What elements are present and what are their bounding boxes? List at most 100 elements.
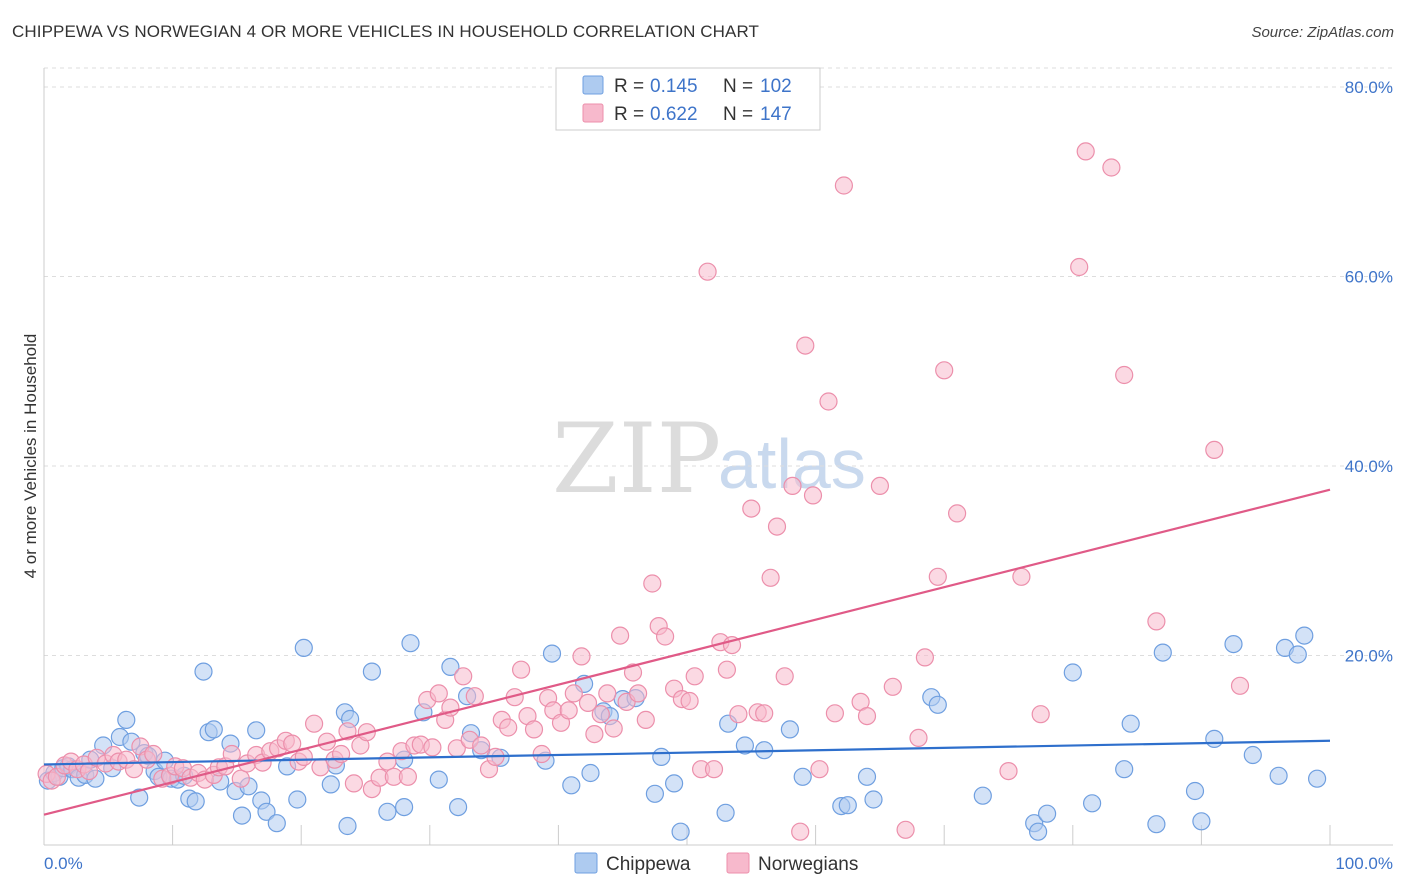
point-norwegians-61: [454, 667, 473, 686]
point-norwegians-136: [1205, 440, 1224, 459]
point-chippewa-81: [864, 790, 883, 809]
point-norwegians-38: [305, 714, 324, 733]
y-axis-title: 4 or more Vehicles in Household: [21, 334, 40, 579]
point-chippewa-13: [117, 710, 136, 730]
chart-title: CHIPPEWA VS NORWEGIAN 4 OR MORE VEHICLES…: [12, 22, 760, 41]
point-norwegians-27: [222, 744, 241, 764]
point-norwegians-124: [915, 648, 935, 667]
point-norwegians-114: [810, 760, 829, 779]
point-chippewa-97: [1224, 634, 1243, 654]
point-norwegians-108: [767, 517, 787, 536]
point-chippewa-49: [401, 634, 420, 653]
point-norwegians-104: [742, 499, 761, 518]
legend-r-value-norwegians: 0.622: [650, 104, 698, 125]
point-chippewa-63: [581, 763, 600, 783]
point-norwegians-92: [655, 627, 675, 646]
legend-n-value-chippewa: 102: [760, 76, 792, 97]
legend-n-label-chippewa: N =: [723, 76, 753, 97]
point-norwegians-123: [909, 728, 928, 748]
point-norwegians-28: [231, 769, 250, 788]
watermark-zip: ZIP: [552, 403, 721, 515]
point-chippewa-68: [645, 784, 665, 803]
point-norwegians-68: [499, 718, 518, 737]
point-chippewa-93: [1153, 643, 1172, 662]
point-chippewa-60: [542, 644, 562, 663]
point-norwegians-127: [947, 504, 967, 523]
point-chippewa-80: [857, 767, 877, 786]
point-norwegians-137: [1230, 676, 1250, 695]
trend-lines: [43, 488, 1331, 816]
series-legend: Chippewa Norwegians: [574, 852, 858, 875]
x-tick-label-max: 100.0%: [1335, 854, 1393, 873]
point-norwegians-87: [623, 663, 643, 682]
gridlines: [44, 67, 1393, 656]
point-chippewa-15: [130, 788, 149, 807]
point-norwegians-89: [636, 710, 655, 730]
point-chippewa-99: [1269, 766, 1288, 785]
point-norwegians-106: [755, 704, 774, 723]
y-tick-label-60: 60.0%: [1345, 267, 1393, 286]
point-norwegians-43: [338, 722, 357, 741]
point-norwegians-119: [857, 706, 877, 726]
point-chippewa-71: [671, 822, 690, 841]
point-norwegians-84: [604, 719, 623, 738]
point-norwegians-80: [578, 693, 598, 713]
point-norwegians-110: [783, 476, 802, 495]
point-chippewa-79: [838, 796, 857, 815]
point-norwegians-135: [1147, 612, 1166, 631]
point-chippewa-26: [194, 662, 213, 681]
point-norwegians-109: [775, 667, 794, 686]
point-norwegians-133: [1102, 158, 1121, 177]
point-chippewa-103: [1307, 769, 1327, 788]
point-norwegians-117: [834, 176, 854, 195]
point-norwegians-49: [378, 752, 397, 771]
point-norwegians-98: [698, 262, 717, 281]
point-norwegians-112: [796, 336, 815, 355]
point-chippewa-37: [267, 814, 286, 833]
point-norwegians-132: [1076, 142, 1095, 161]
point-norwegians-44: [344, 774, 363, 793]
point-chippewa-54: [449, 797, 468, 817]
legend-swatch-norwegians: [582, 103, 604, 123]
point-chippewa-48: [395, 797, 414, 817]
legend-r-label-chippewa: R =: [614, 76, 644, 97]
point-norwegians-101: [717, 660, 737, 679]
point-norwegians-116: [825, 704, 845, 723]
point-norwegians-128: [999, 761, 1018, 781]
y-tick-label-40: 40.0%: [1345, 457, 1393, 476]
point-norwegians-85: [610, 626, 630, 645]
point-chippewa-72: [716, 803, 735, 822]
legend-r-label-norwegians: R =: [614, 104, 644, 125]
point-norwegians-115: [819, 392, 838, 411]
point-chippewa-40: [294, 638, 313, 658]
point-chippewa-101: [1288, 645, 1307, 664]
y-axis-tick-labels: 20.0% 40.0% 60.0% 80.0%: [1345, 78, 1393, 666]
source-credit: Source: ZipAtlas.com: [1251, 24, 1394, 41]
point-norwegians-126: [935, 361, 954, 380]
point-chippewa-90: [1115, 760, 1134, 779]
point-norwegians-64: [472, 736, 491, 755]
point-chippewa-91: [1121, 714, 1140, 733]
point-chippewa-46: [362, 662, 381, 681]
point-norwegians-56: [423, 738, 442, 757]
point-chippewa-70: [664, 774, 684, 793]
point-chippewa-87: [1037, 804, 1057, 823]
point-norwegians-111: [791, 822, 810, 841]
point-norwegians-121: [883, 677, 902, 696]
point-chippewa-88: [1063, 663, 1082, 682]
point-chippewa-61: [562, 776, 581, 795]
legend-swatch-chippewa: [582, 75, 604, 95]
point-norwegians-95: [680, 691, 699, 711]
point-norwegians-57: [429, 684, 448, 703]
trend-line-norwegians: [43, 488, 1331, 816]
point-chippewa-74: [735, 736, 755, 755]
point-norwegians-107: [761, 568, 780, 587]
bottom-legend-label-norwegians: Norwegians: [758, 854, 858, 875]
point-norwegians-16: [144, 744, 163, 764]
point-chippewa-36: [257, 802, 276, 821]
point-chippewa-89: [1082, 794, 1102, 813]
point-norwegians-88: [628, 684, 648, 703]
point-chippewa-95: [1192, 812, 1211, 831]
point-norwegians-130: [1031, 705, 1050, 724]
point-chippewa-76: [780, 720, 800, 739]
